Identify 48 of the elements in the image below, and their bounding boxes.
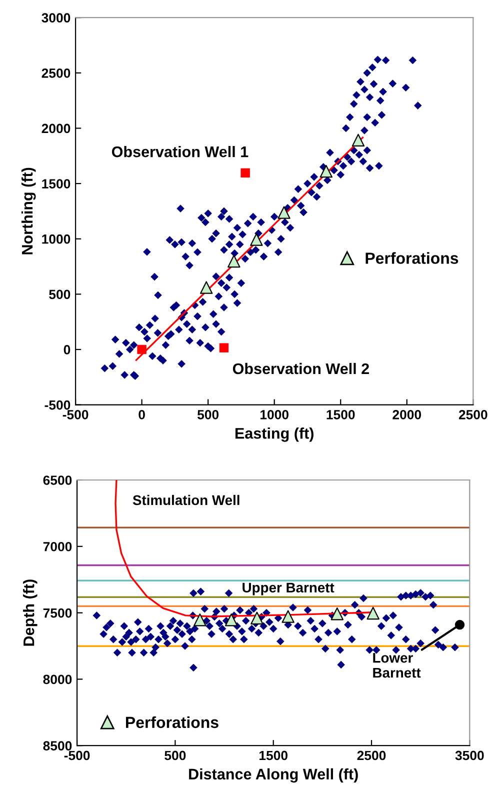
y-tick-label: 7500 — [43, 608, 72, 618]
x-tick-label: 1500 — [260, 750, 288, 760]
y-tick-label: 8500 — [43, 741, 72, 751]
annotation: Upper Barnett — [242, 582, 334, 596]
point — [224, 613, 238, 626]
point — [250, 612, 264, 624]
y-tick-label: 7000 — [43, 542, 72, 552]
y-tick-label: 2000 — [42, 124, 70, 134]
annotation: Observation Well 1 — [112, 146, 248, 158]
legend-label: Perforations — [126, 716, 218, 728]
x-tick-label: 0 — [138, 410, 145, 420]
point — [366, 606, 380, 620]
point — [320, 164, 333, 178]
y-tick-label: 3000 — [42, 13, 70, 23]
x-tick-label: -500 — [64, 750, 90, 760]
x-tick-label: -500 — [62, 410, 88, 420]
point — [282, 610, 294, 623]
x-tick-label: 1500 — [326, 410, 355, 420]
x-tick-label: 500 — [164, 750, 186, 760]
y-tick-label: -500 — [44, 400, 70, 410]
y-tick-label: 1000 — [42, 234, 70, 244]
x-axis-title: Distance Along Well (ft) — [189, 768, 358, 783]
point — [278, 206, 290, 219]
x-tick-label: 2500 — [458, 410, 488, 420]
point — [228, 254, 240, 268]
point — [330, 607, 344, 620]
y-tick-label: 8000 — [43, 674, 72, 684]
y-axis-title: Northing (ft) — [21, 168, 36, 254]
x-tick-label: 1000 — [260, 410, 288, 420]
annotation: Lower Barnett — [373, 653, 421, 678]
point — [352, 134, 365, 147]
x-tick-label: 500 — [197, 410, 219, 420]
y-axis-title: Depth (ft) — [23, 580, 38, 646]
y-tick-label: 6500 — [43, 476, 72, 485]
y-tick-label: 500 — [49, 290, 70, 300]
y-tick-label: 0 — [64, 345, 70, 354]
point — [250, 233, 263, 246]
y-tick-label: 2500 — [42, 68, 70, 78]
x-tick-label: 3500 — [455, 750, 484, 760]
y-tick-label: 1500 — [42, 179, 70, 188]
x-tick-label: 2500 — [357, 750, 386, 760]
point — [200, 281, 213, 294]
legend-label: Perforations — [366, 252, 458, 264]
point — [194, 613, 206, 626]
x-tick-label: 2000 — [392, 410, 422, 420]
annotation: Stimulation Well — [132, 494, 240, 506]
annotation: Observation Well 2 — [232, 362, 369, 374]
x-axis-title: Easting (ft) — [235, 428, 314, 442]
